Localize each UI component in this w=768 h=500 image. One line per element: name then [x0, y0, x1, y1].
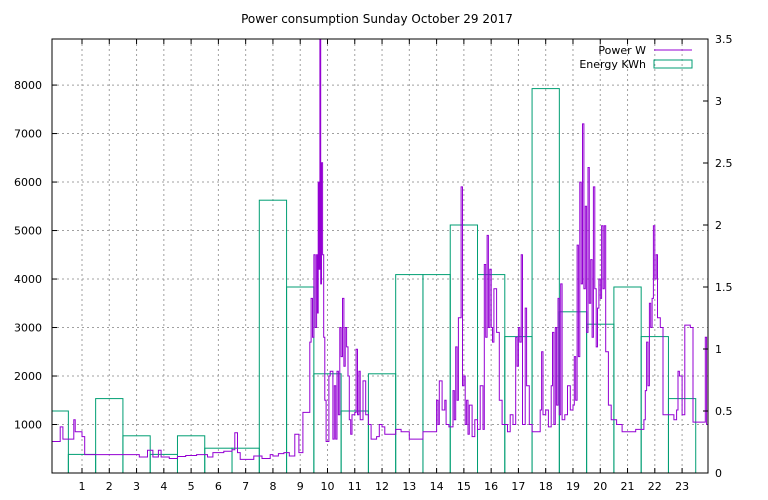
x-tick-label: 11: [348, 480, 362, 493]
y-left-tick-label: 4000: [14, 273, 42, 286]
y-right-tick-label: 0.5: [715, 405, 733, 418]
x-tick-label: 14: [430, 480, 444, 493]
y-left-tick-label: 2000: [14, 370, 42, 383]
x-tick-label: 20: [593, 480, 607, 493]
energy-bar: [258, 199, 288, 474]
x-tick-label: 12: [375, 480, 389, 493]
x-tick-label: 18: [539, 480, 553, 493]
x-tick-label: 21: [621, 480, 635, 493]
x-tick-label: 2: [106, 480, 113, 493]
power-line: [52, 38, 709, 460]
y-left-tick-label: 1000: [14, 419, 42, 432]
y-left-tick-label: 5000: [14, 225, 42, 238]
power-series-line: [52, 38, 709, 460]
x-tick-label: 3: [133, 480, 140, 493]
y-right-tick-label: 3: [715, 95, 722, 108]
grid-lines: [52, 39, 708, 473]
y-right-tick-label: 2: [715, 219, 722, 232]
x-tick-label: 13: [402, 480, 416, 493]
x-tick-label: 19: [566, 480, 580, 493]
x-tick-label: 6: [215, 480, 222, 493]
x-tick-label: 7: [242, 480, 249, 493]
legend-label-energy: Energy KWh: [579, 58, 646, 71]
x-tick-label: 10: [320, 480, 334, 493]
y-right-tick-label: 1: [715, 343, 722, 356]
x-tick-label: 17: [511, 480, 525, 493]
y-left-tick-label: 3000: [14, 322, 42, 335]
x-tick-label: 9: [297, 480, 304, 493]
x-tick-label: 5: [188, 480, 195, 493]
x-tick-label: 4: [160, 480, 167, 493]
x-tick-label: 16: [484, 480, 498, 493]
x-tick-label: 23: [675, 480, 689, 493]
y-right-tick-label: 3.5: [715, 33, 733, 46]
energy-bar: [367, 373, 397, 474]
legend: Power W Energy KWh: [579, 44, 693, 71]
y-right-tick-label: 1.5: [715, 281, 733, 294]
legend-swatch-energy: [653, 59, 693, 69]
y-left-tick-label: 6000: [14, 176, 42, 189]
chart-title: Power consumption Sunday October 29 2017: [241, 12, 513, 26]
plot-frame: [51, 38, 709, 474]
y-left-tick-label: 8000: [14, 79, 42, 92]
x-tick-label: 15: [457, 480, 471, 493]
x-tick-label: 1: [79, 480, 86, 493]
axes: 1 2 3 4 5 6 7 8 9 10 11 12 13 14 15 16 17 18 19 20 21 22 23100…: [14, 33, 733, 493]
legend-label-power: Power W: [598, 44, 646, 57]
y-right-tick-label: 2.5: [715, 157, 733, 170]
x-tick-label: 8: [269, 480, 276, 493]
x-tick-label: 22: [648, 480, 662, 493]
y-left-tick-label: 7000: [14, 128, 42, 141]
y-right-tick-label: 0: [715, 467, 722, 480]
